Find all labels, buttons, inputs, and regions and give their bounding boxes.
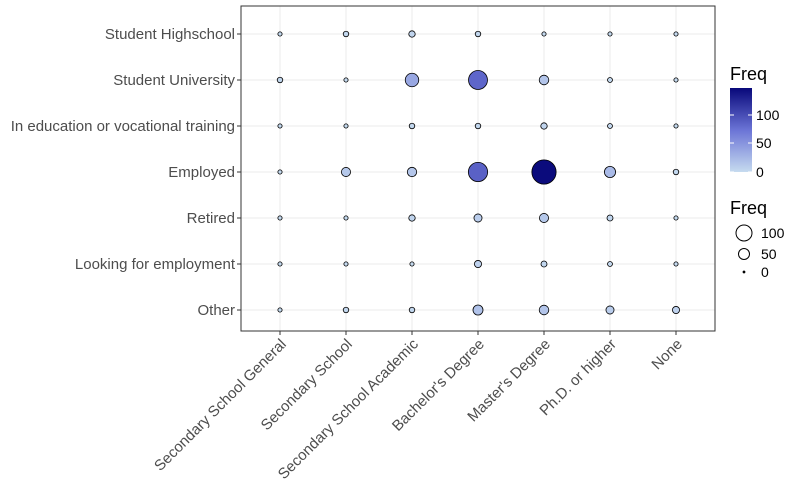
- data-bubble: [342, 30, 350, 38]
- data-bubble: [673, 215, 679, 221]
- data-bubble: [607, 77, 613, 83]
- y-tick-label: Retired: [187, 210, 235, 227]
- data-bubble: [408, 30, 416, 38]
- data-bubble: [541, 31, 547, 37]
- data-bubble: [538, 74, 550, 86]
- data-bubble: [474, 30, 482, 38]
- data-bubble: [673, 123, 679, 129]
- size-legend-title: Freq: [730, 198, 767, 218]
- data-bubble: [343, 123, 349, 129]
- y-tick-label: Looking for employment: [75, 256, 236, 273]
- data-bubble: [538, 304, 550, 316]
- data-bubble: [539, 213, 549, 223]
- size-legend-circle-0: [742, 270, 746, 274]
- data-bubble: [406, 166, 418, 178]
- data-bubble: [607, 31, 613, 37]
- data-bubble: [672, 168, 680, 176]
- data-bubble: [673, 77, 679, 83]
- size-legend-label-50: 50: [761, 246, 777, 262]
- data-bubble: [409, 261, 415, 267]
- data-bubble: [276, 76, 284, 84]
- data-bubble: [408, 306, 416, 314]
- plot-area: [240, 5, 716, 332]
- data-bubble: [277, 169, 283, 175]
- x-tick-label: Secondary School Academic: [275, 335, 422, 482]
- color-legend-title: Freq: [730, 64, 767, 84]
- bubble-layer: [276, 30, 680, 316]
- data-bubble: [604, 165, 617, 178]
- data-bubble: [467, 161, 489, 183]
- data-bubble: [605, 305, 615, 315]
- data-bubble: [404, 72, 420, 88]
- data-bubble: [540, 122, 548, 130]
- size-legend-circle-50: [738, 248, 750, 260]
- size-legend-label-0: 0: [761, 264, 769, 280]
- data-bubble: [343, 261, 349, 267]
- data-bubble: [277, 123, 283, 129]
- data-bubble: [473, 213, 483, 223]
- color-legend-bar: [730, 88, 752, 172]
- data-bubble: [468, 70, 488, 90]
- y-tick-label: Other: [197, 302, 235, 319]
- data-bubble: [277, 261, 283, 267]
- data-bubble: [343, 215, 349, 221]
- data-bubble: [341, 167, 351, 177]
- size-legend: Freq 100 50 0: [730, 198, 785, 280]
- data-bubble: [540, 260, 548, 268]
- data-bubble: [408, 214, 416, 222]
- data-bubble: [277, 215, 283, 221]
- data-bubble: [673, 31, 679, 37]
- y-tick-label: In education or vocational training: [11, 118, 235, 135]
- data-bubble: [343, 77, 349, 83]
- y-tick-label: Student Highschool: [105, 26, 235, 43]
- x-tick-label: Secondary School General: [151, 336, 290, 475]
- data-bubble: [672, 306, 680, 314]
- size-legend-circle-100: [735, 224, 753, 242]
- y-axis: Student Highschool Student University In e…: [11, 26, 241, 319]
- x-tick-label: None: [648, 336, 685, 373]
- data-bubble: [342, 306, 350, 314]
- data-bubble: [607, 123, 613, 129]
- data-bubble: [408, 122, 416, 130]
- data-bubble: [606, 214, 614, 222]
- data-bubble: [474, 122, 482, 130]
- y-tick-label: Employed: [168, 164, 235, 181]
- y-tick-label: Student University: [113, 72, 235, 89]
- data-bubble: [277, 31, 283, 37]
- data-bubble: [531, 159, 557, 185]
- color-legend-label-low: 0: [756, 164, 764, 180]
- data-bubble: [474, 260, 482, 268]
- size-legend-label-100: 100: [761, 225, 785, 241]
- color-legend: Freq 100 50 0: [730, 64, 780, 180]
- data-bubble: [607, 261, 613, 267]
- data-bubble: [673, 261, 679, 267]
- color-legend-label-high: 100: [756, 107, 780, 123]
- color-legend-label-mid: 50: [756, 135, 772, 151]
- data-bubble: [277, 307, 283, 313]
- data-bubble: [472, 304, 484, 316]
